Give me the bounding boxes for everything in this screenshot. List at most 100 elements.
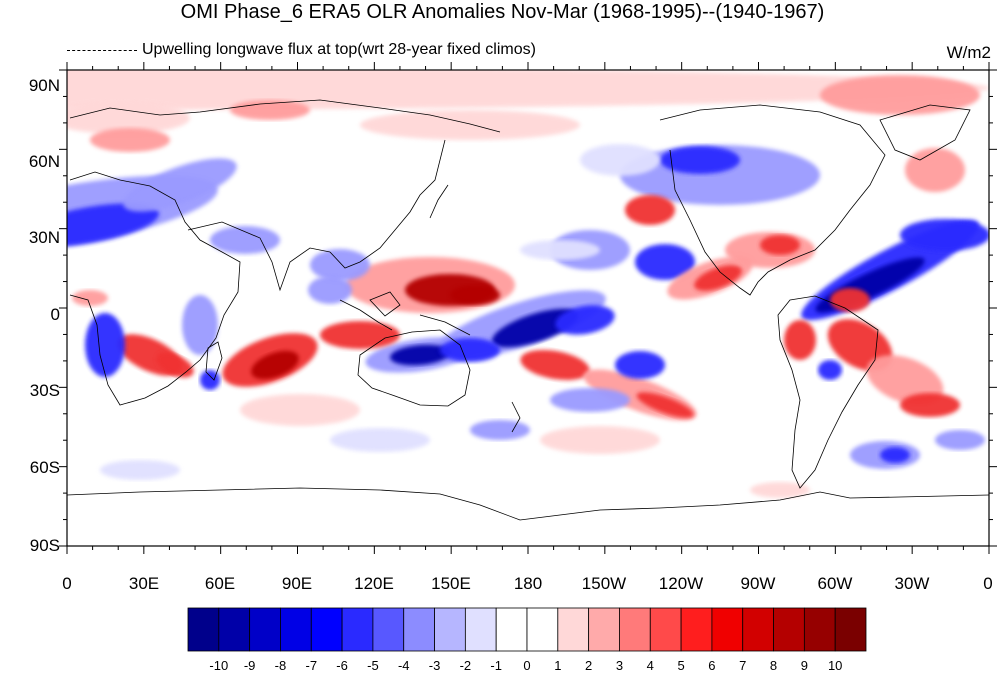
colorbar-label: 9 bbox=[800, 658, 808, 673]
colorbar-label: -6 bbox=[336, 658, 348, 673]
negative-anomaly-region bbox=[100, 460, 180, 480]
colorbar-swatch bbox=[280, 607, 312, 652]
lat-label-90s: 90S bbox=[29, 536, 60, 555]
anomaly-field bbox=[67, 70, 989, 521]
colorbar-label: 6 bbox=[708, 658, 716, 673]
positive-anomaly-region bbox=[625, 195, 675, 225]
colorbar-label: -10 bbox=[209, 658, 229, 673]
positive-anomaly-region bbox=[156, 352, 194, 378]
colorbar-swatch bbox=[834, 607, 867, 652]
colorbar-label: 0 bbox=[523, 658, 531, 673]
positive-anomaly-region bbox=[694, 265, 742, 291]
negative-anomaly-region bbox=[660, 146, 740, 174]
negative-anomaly-region bbox=[935, 430, 985, 450]
colorbar-swatch bbox=[619, 607, 651, 652]
negative-anomaly-region bbox=[210, 226, 280, 254]
colorbar-label: 7 bbox=[739, 658, 747, 673]
negative-anomaly-region bbox=[880, 447, 910, 463]
colorbar-swatch bbox=[557, 607, 590, 652]
negative-anomaly-region bbox=[440, 338, 500, 362]
positive-anomaly-region bbox=[900, 393, 960, 417]
negative-anomaly-region bbox=[200, 370, 220, 390]
lat-label-30s: 30S bbox=[29, 381, 60, 400]
negative-anomaly-region bbox=[390, 344, 450, 366]
colorbar-label: -5 bbox=[367, 658, 379, 673]
positive-anomaly-region bbox=[760, 235, 800, 255]
colorbar-swatch bbox=[249, 607, 281, 652]
colorbar-label: -1 bbox=[490, 658, 502, 673]
negative-anomaly-region bbox=[550, 388, 630, 412]
lat-label-60n: 60N bbox=[28, 152, 60, 171]
negative-anomaly-region bbox=[123, 158, 237, 212]
colorbar-swatch bbox=[526, 607, 559, 652]
negative-anomaly-region bbox=[491, 308, 579, 348]
positive-anomaly-region bbox=[830, 288, 870, 312]
colorbar-label: 2 bbox=[585, 658, 593, 673]
lat-label-90n: 90N bbox=[28, 76, 60, 95]
colorbar-swatch bbox=[588, 607, 620, 652]
positive-anomaly-region bbox=[240, 394, 360, 426]
positive-anomaly-region bbox=[67, 70, 989, 110]
colorbar-swatch bbox=[372, 607, 405, 652]
colorbar-swatch bbox=[434, 607, 466, 652]
colorbar-label: 4 bbox=[646, 658, 654, 673]
negative-anomaly-region bbox=[182, 295, 218, 355]
lat-label-30n: 30N bbox=[28, 228, 60, 247]
lon-label-60e: 60E bbox=[204, 574, 236, 593]
lon-label-30e: 30E bbox=[128, 574, 160, 593]
negative-anomaly-region bbox=[470, 420, 530, 440]
colorbar-swatch bbox=[742, 607, 774, 652]
negative-anomaly-region bbox=[615, 351, 665, 379]
colorbar-swatch bbox=[803, 607, 836, 652]
colorbar-swatch bbox=[680, 607, 713, 652]
positive-anomaly-region bbox=[320, 321, 400, 349]
legend-text: Upwelling longwave flux at top(wrt 28-ye… bbox=[142, 41, 536, 58]
colorbar-label: 10 bbox=[827, 658, 843, 673]
colorbar-swatch bbox=[711, 607, 744, 652]
lat-label-60s: 60S bbox=[29, 458, 60, 477]
colorbar-label: -4 bbox=[397, 658, 410, 673]
negative-anomaly-region bbox=[555, 305, 615, 335]
lon-label-90e: 90E bbox=[281, 574, 313, 593]
negative-anomaly-region bbox=[85, 313, 125, 377]
positive-anomaly-region bbox=[750, 482, 810, 498]
colorbar bbox=[187, 607, 867, 652]
colorbar-label: -7 bbox=[305, 658, 318, 673]
negative-anomaly-region bbox=[330, 428, 430, 452]
positive-anomaly-region bbox=[251, 350, 299, 380]
negative-anomaly-region bbox=[308, 276, 352, 304]
colorbar-label: 3 bbox=[615, 658, 624, 673]
map-title: OMI Phase_6 ERA5 OLR Anomalies Nov-Mar (… bbox=[180, 1, 825, 23]
colorbar-swatch bbox=[649, 607, 682, 652]
positive-anomaly-region bbox=[67, 102, 190, 134]
colorbar-swatch bbox=[773, 607, 805, 652]
colorbar-swatch bbox=[218, 607, 251, 652]
positive-anomaly-region bbox=[905, 148, 965, 192]
negative-anomaly-region bbox=[520, 240, 600, 260]
lon-label-90w: 90W bbox=[740, 574, 776, 593]
colorbar-swatch bbox=[341, 607, 374, 652]
lon-label-180: 180 bbox=[513, 574, 543, 593]
colorbar-swatch bbox=[403, 607, 435, 652]
units-label: W/m2 bbox=[946, 43, 991, 62]
negative-anomaly-region bbox=[580, 144, 660, 176]
axis-ticks bbox=[59, 62, 997, 554]
negative-anomaly-region bbox=[67, 203, 160, 247]
positive-anomaly-region bbox=[636, 392, 694, 418]
colorbar-label: -9 bbox=[243, 658, 256, 673]
negative-anomaly-region bbox=[310, 249, 370, 281]
negative-anomaly-region bbox=[900, 219, 989, 251]
colorbar-swatch bbox=[495, 607, 528, 652]
lon-label-0: 0 bbox=[62, 574, 72, 593]
lat-label-eq: 0 bbox=[50, 305, 60, 324]
negative-anomaly-region bbox=[818, 360, 842, 380]
lon-label-60w: 60W bbox=[817, 574, 853, 593]
colorbar-label: -8 bbox=[274, 658, 287, 673]
colorbar-label: -2 bbox=[459, 658, 472, 673]
lon-label-30w: 30W bbox=[894, 574, 930, 593]
colorbar-swatch bbox=[310, 607, 343, 652]
positive-anomaly-region bbox=[360, 110, 580, 140]
positive-anomaly-region bbox=[90, 128, 170, 152]
positive-anomaly-region bbox=[72, 290, 108, 306]
